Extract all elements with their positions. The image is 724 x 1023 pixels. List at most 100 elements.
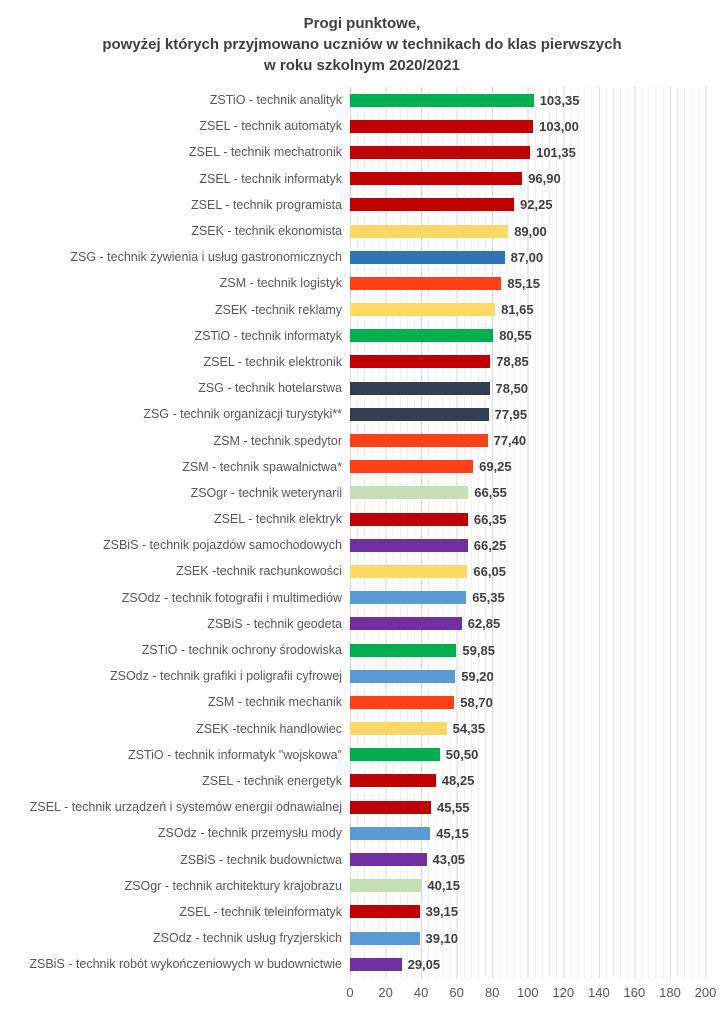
bar: [350, 303, 496, 317]
category-label: ZSEL - technik informatyk: [199, 171, 342, 186]
bar-row: ZSG - technik żywienia i usług gastronom…: [0, 244, 724, 270]
bar-plot: 101,35: [350, 139, 576, 165]
value-label: 43,05: [432, 852, 466, 868]
category-label: ZSBiS - technik robót wykończeniowych w …: [29, 957, 342, 972]
category-label: ZSEL - technik teleinformatyk: [179, 904, 342, 919]
bar-plot: 103,35: [350, 87, 579, 113]
bar-row: ZSTiO - technik informatyk 80,55: [0, 323, 724, 349]
bar: [350, 800, 431, 814]
category-label: ZSOgr - technik architektury krajobrazu: [124, 878, 342, 893]
bar-row: ZSEK -technik rachunkowości 66,05: [0, 558, 724, 584]
value-label: 62,85: [467, 616, 501, 632]
x-axis-tick: 20: [378, 985, 393, 1000]
bar-plot: 66,55: [350, 480, 507, 506]
bar-row: ZSBiS - technik budownictwa 43,05: [0, 846, 724, 872]
value-label: 58,70: [460, 694, 493, 710]
bar: [350, 748, 440, 762]
category-label: ZSEL - technik mechatronik: [188, 145, 342, 160]
bar: [350, 722, 447, 736]
bar: [350, 329, 494, 343]
bar-row: ZSEK -technik reklamy 81,65: [0, 297, 724, 323]
value-label: 80,55: [499, 328, 532, 344]
bar-plot: 77,95: [350, 401, 527, 427]
category-label: ZSM - technik spedytor: [213, 433, 342, 448]
bar: [350, 695, 455, 709]
bar: [350, 276, 502, 290]
bar-row: ZSM - technik mechanik 58,70: [0, 689, 724, 715]
bar-plot: 81,65: [350, 297, 534, 323]
value-label: 101,35: [536, 144, 576, 160]
bar-row: ZSTiO - technik analityk 103,35: [0, 87, 724, 113]
bar: [350, 853, 427, 867]
bar-row: ZSBiS - technik geodeta 62,85: [0, 611, 724, 637]
bar: [350, 617, 462, 631]
bar-row: ZSEL - technik programista 92,25: [0, 192, 724, 218]
chart-title: Progi punktowe, powyżej których przyjmow…: [0, 0, 724, 76]
bar: [350, 643, 457, 657]
value-label: 65,35: [472, 590, 505, 606]
value-label: 39,15: [425, 904, 459, 920]
value-label: 45,55: [437, 799, 470, 815]
value-label: 59,20: [461, 668, 494, 684]
bar-plot: 50,50: [350, 742, 478, 768]
bar-row: ZSOdz - technik grafiki i poligrafii cyf…: [0, 663, 724, 689]
bar: [350, 250, 505, 264]
bar-plot: 66,25: [350, 532, 506, 558]
bar: [350, 145, 531, 159]
x-axis-tick: 140: [588, 985, 610, 1000]
bar-plot: 59,85: [350, 637, 495, 663]
value-label: 45,15: [436, 825, 469, 841]
bar-plot: 87,00: [350, 244, 543, 270]
value-label: 96,90: [528, 171, 561, 187]
bar-row: ZSOdz - technik fotografii i multimediów…: [0, 585, 724, 611]
bar-plot: 65,35: [350, 585, 505, 611]
bar: [350, 591, 467, 605]
bar-plot: 66,35: [350, 506, 506, 532]
value-label: 66,05: [473, 563, 506, 579]
value-label: 81,65: [501, 302, 534, 318]
bar-row: ZSG - technik hotelarstwa 78,50: [0, 375, 724, 401]
x-axis-tick: 100: [516, 985, 539, 1000]
bar: [350, 669, 456, 683]
bar-row: ZSEL - technik automatyk 103,00: [0, 113, 724, 139]
category-label: ZSOdz - technik przemysłu mody: [157, 826, 342, 841]
bar-plot: 78,85: [350, 349, 529, 375]
bar-plot: 69,25: [350, 454, 512, 480]
bar-row: ZSG - technik organizacji turystyki** 77,…: [0, 401, 724, 427]
bar-row: ZSEL - technik urządzeń i systemów energ…: [0, 794, 724, 820]
bar: [350, 172, 523, 186]
category-label: ZSM - technik mechanik: [207, 695, 342, 710]
bar-row: ZSOdz - technik usług fryzjerskich 39,10: [0, 925, 724, 951]
bar-plot: 66,05: [350, 558, 506, 584]
x-axis-tick: 0: [346, 985, 354, 1000]
bar-plot: 54,35: [350, 716, 485, 742]
value-label: 29,05: [407, 956, 441, 972]
x-axis-tick: 60: [449, 985, 464, 1000]
value-label: 54,35: [452, 721, 486, 737]
bar: [350, 564, 468, 578]
bar: [350, 486, 469, 500]
bar-rows: ZSTiO - technik analityk 103,35 ZSEL - tec…: [0, 87, 724, 977]
bar: [350, 538, 468, 552]
category-label: ZSEL - technik programista: [191, 197, 342, 212]
value-label: 50,50: [445, 747, 479, 763]
category-label: ZSG - technik organizacji turystyki**: [143, 407, 342, 422]
bar-row: ZSEL - technik elektronik 78,85: [0, 349, 724, 375]
bar-plot: 85,15: [350, 270, 540, 296]
value-label: 78,50: [495, 380, 529, 396]
x-axis-tick: 40: [413, 985, 429, 1000]
x-axis-tick: 180: [659, 985, 681, 1000]
bar-plot: 62,85: [350, 611, 500, 637]
bar-row: ZSOgr - technik architektury krajobrazu 4…: [0, 873, 724, 899]
bar-plot: 58,70: [350, 689, 493, 715]
category-label: ZSEL - technik automatyk: [199, 119, 342, 134]
bar-row: ZSEL - technik informatyk 96,90: [0, 166, 724, 192]
category-label: ZSG - technik żywienia i usług gastronom…: [70, 250, 342, 265]
category-label: ZSEK -technik handlowiec: [196, 721, 342, 736]
bar: [350, 774, 436, 788]
category-label: ZSBiS - technik pojazdów samochodowych: [102, 538, 342, 553]
value-label: 48,25: [441, 773, 475, 789]
category-label: ZSOdz - technik grafiki i poligrafii cyf…: [109, 669, 342, 684]
bar-plot: 43,05: [350, 846, 465, 872]
